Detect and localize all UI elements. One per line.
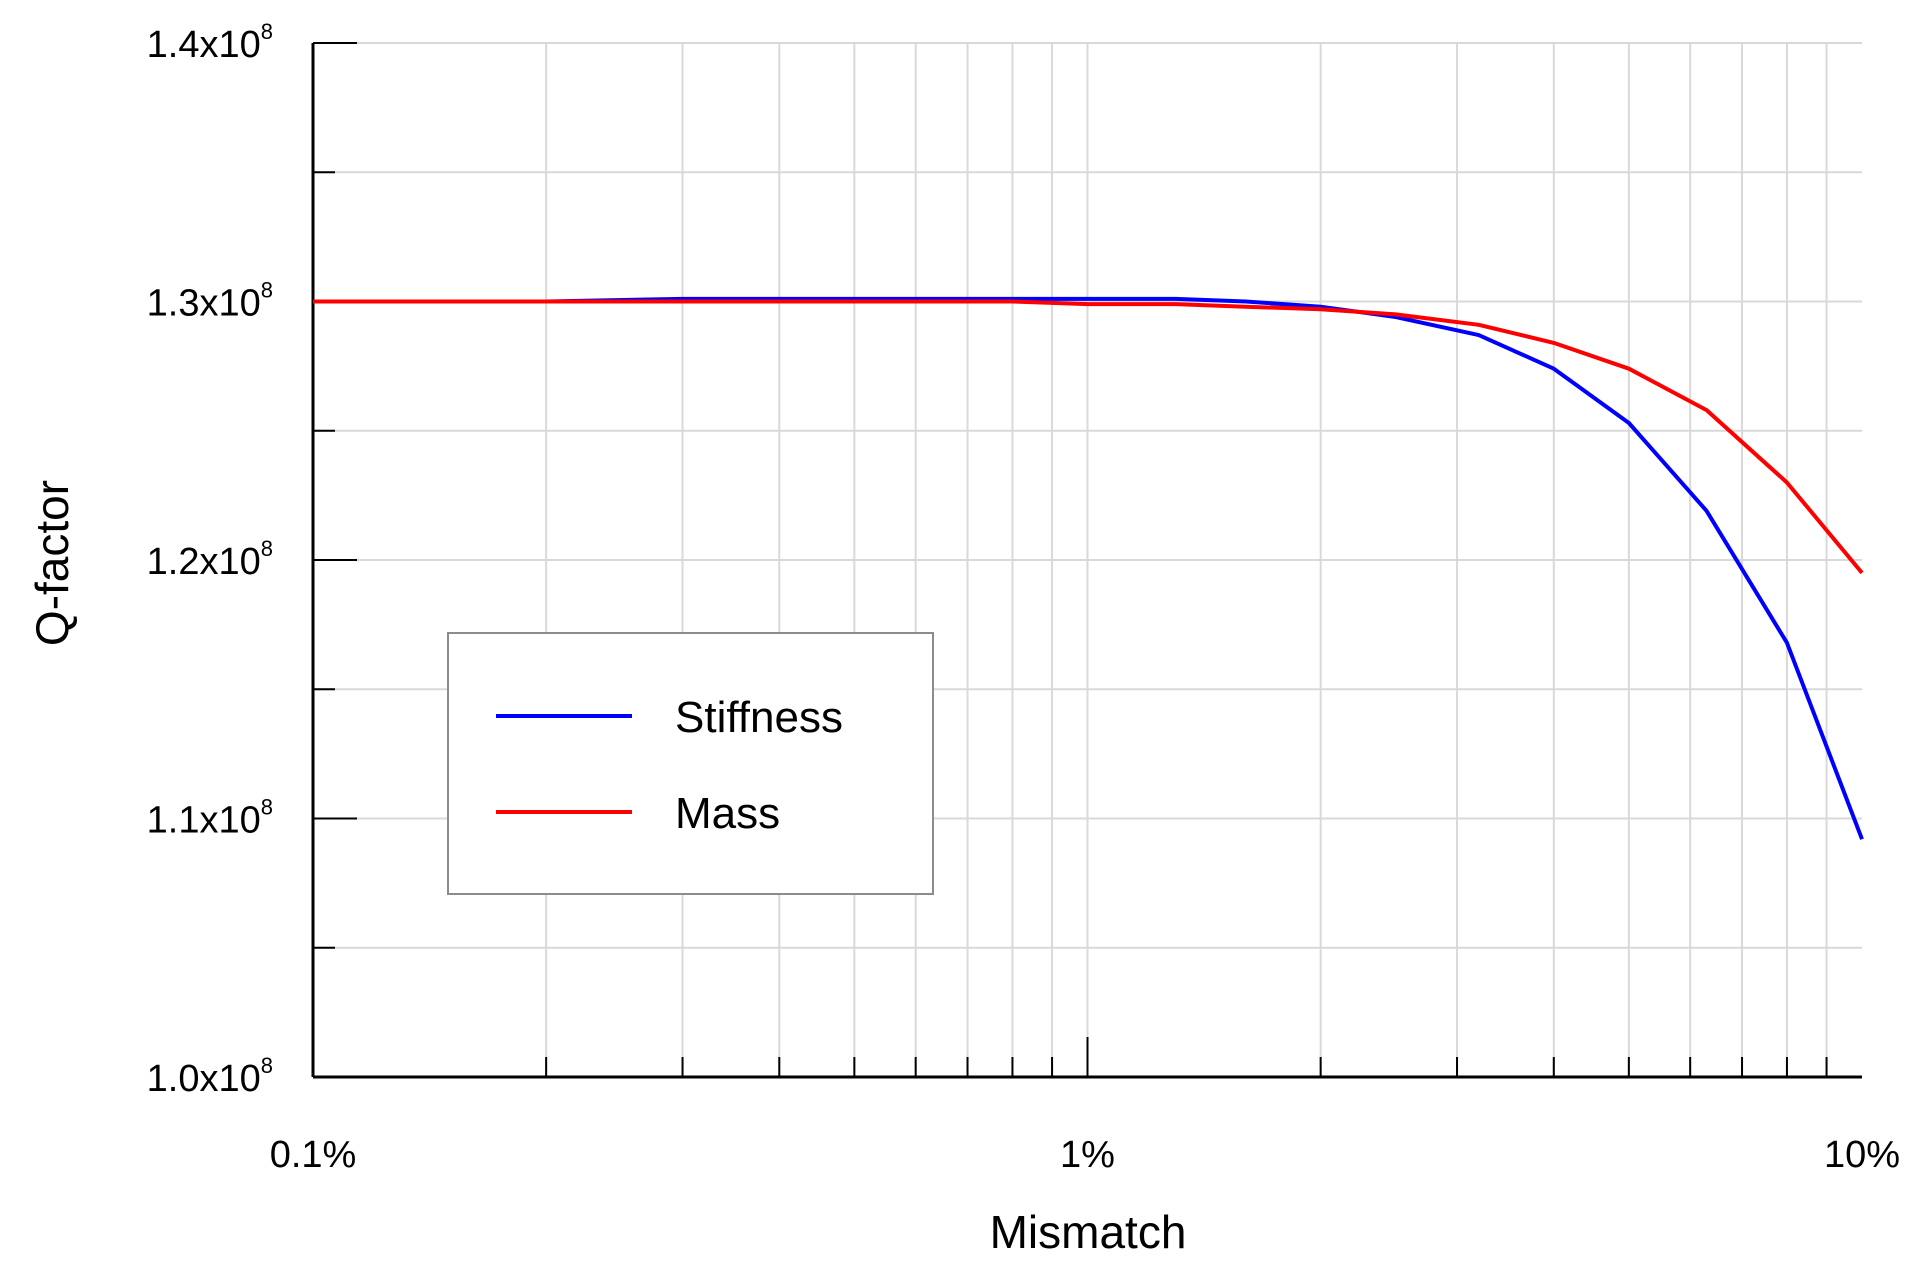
y-tick-exponent: 8 bbox=[261, 19, 273, 44]
legend-label-stiffness: Stiffness bbox=[675, 693, 843, 742]
y-tick-exponent: 8 bbox=[261, 795, 273, 820]
y-tick-mantissa: 1.2x10 bbox=[147, 541, 261, 583]
x-axis-title: Mismatch bbox=[990, 1206, 1187, 1258]
y-tick-label: 1.0x108 bbox=[147, 1053, 273, 1100]
y-tick-exponent: 8 bbox=[261, 536, 273, 561]
grid bbox=[313, 42, 1862, 1077]
x-tick-label: 10% bbox=[1824, 1134, 1900, 1176]
y-tick-mantissa: 1.4x10 bbox=[147, 24, 261, 66]
series-line-mass bbox=[313, 299, 1864, 575]
series-line-stiffness bbox=[313, 296, 1864, 840]
y-tick-mantissa: 1.0x10 bbox=[147, 1058, 261, 1100]
legend: Stiffness Mass bbox=[447, 632, 934, 895]
x-tick-label: 1% bbox=[1060, 1134, 1115, 1176]
y-tick-mantissa: 1.1x10 bbox=[147, 800, 261, 842]
legend-box bbox=[447, 632, 934, 895]
y-tick-exponent: 8 bbox=[261, 278, 273, 303]
x-tick-labels: 0.1% 1% 10% bbox=[270, 1134, 1900, 1176]
y-axis-title: Q-factor bbox=[26, 480, 78, 646]
y-tick-label: 1.2x108 bbox=[147, 536, 273, 583]
legend-label-mass: Mass bbox=[675, 789, 780, 838]
x-tick-label: 0.1% bbox=[270, 1134, 357, 1176]
series-lines bbox=[313, 296, 1864, 840]
y-tick-label: 1.3x108 bbox=[147, 278, 273, 325]
y-tick-label: 1.4x108 bbox=[147, 19, 273, 66]
y-tick-label: 1.1x108 bbox=[147, 795, 273, 842]
y-tick-exponent: 8 bbox=[261, 1053, 273, 1078]
y-tick-mantissa: 1.3x10 bbox=[147, 283, 261, 325]
